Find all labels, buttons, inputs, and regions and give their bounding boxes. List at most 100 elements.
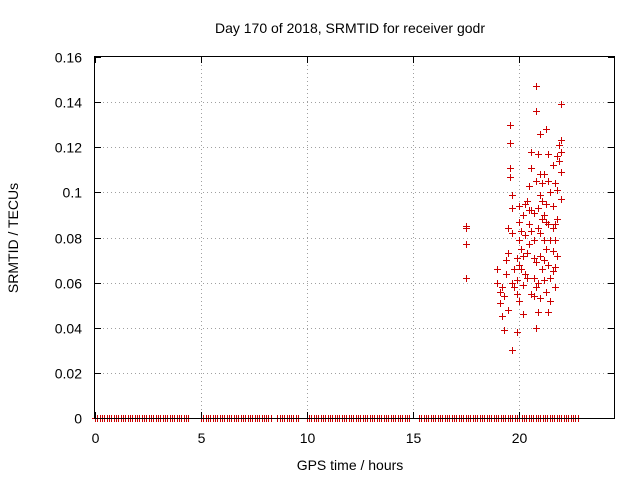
data-point [520, 282, 527, 289]
data-point [543, 289, 550, 296]
data-point [511, 284, 518, 291]
data-point [547, 275, 554, 282]
data-point [558, 149, 565, 156]
data-point [554, 187, 561, 194]
y-tick-label: 0.06 [55, 276, 82, 292]
data-point [539, 180, 546, 187]
y-tick-label: 0.08 [55, 231, 82, 247]
data-point [526, 241, 533, 248]
data-point [558, 196, 565, 203]
data-point [543, 201, 550, 208]
data-point [537, 295, 544, 302]
data-point [497, 300, 504, 307]
data-point [514, 329, 521, 336]
data-point [524, 275, 531, 282]
data-point [541, 212, 548, 219]
data-point [545, 151, 552, 158]
data-point [545, 221, 552, 228]
data-point [514, 277, 521, 284]
data-point [537, 253, 544, 260]
data-point [509, 205, 516, 212]
data-point [507, 174, 514, 181]
data-point [503, 257, 510, 264]
data-point [550, 248, 557, 255]
data-point [494, 280, 501, 287]
y-tick-label: 0.12 [55, 140, 82, 156]
data-point [539, 198, 546, 205]
data-point [520, 253, 527, 260]
tick-labels: 0 0.02 0.04 0.06 0.08 0.1 0.12 0.14 0.16 0 5 10 15 20 [55, 50, 528, 447]
data-point [463, 241, 470, 248]
data-point [533, 178, 540, 185]
data-points [92, 83, 582, 422]
data-point [501, 327, 508, 334]
y-tick-label: 0.14 [55, 95, 82, 111]
data-point [558, 137, 565, 144]
data-point [501, 293, 508, 300]
y-tick-label: 0.04 [55, 321, 82, 337]
data-point [552, 264, 559, 271]
data-point [509, 192, 516, 199]
data-point [520, 212, 527, 219]
data-point [541, 277, 548, 284]
data-point [554, 153, 561, 160]
data-point [524, 198, 531, 205]
data-point [503, 271, 510, 278]
data-point [552, 180, 559, 187]
data-point [535, 205, 542, 212]
data-point [516, 262, 523, 269]
data-point [511, 266, 518, 273]
chart-title: Day 170 of 2018, SRMTID for receiver god… [215, 20, 485, 36]
data-point [528, 149, 535, 156]
data-point [554, 216, 561, 223]
data-point [526, 183, 533, 190]
data-point [550, 162, 557, 169]
grid-lines [95, 57, 614, 418]
data-point [514, 255, 521, 262]
data-point [547, 189, 554, 196]
data-point [528, 207, 535, 214]
plot-frame [94, 56, 615, 419]
data-point [554, 253, 561, 260]
data-point [520, 311, 527, 318]
data-point [518, 246, 525, 253]
data-point [537, 192, 544, 199]
data-point [531, 210, 538, 217]
data-point [463, 275, 470, 282]
data-point [539, 266, 546, 273]
data-point [526, 221, 533, 228]
data-point [522, 271, 529, 278]
data-point [533, 325, 540, 332]
data-point [552, 221, 559, 228]
data-point [531, 237, 538, 244]
data-point [499, 313, 506, 320]
data-point [556, 142, 563, 149]
data-point [550, 203, 557, 210]
data-point [556, 158, 563, 165]
data-point [535, 309, 542, 316]
data-point [518, 266, 525, 273]
data-point [499, 284, 506, 291]
data-point [507, 122, 514, 129]
data-point [494, 266, 501, 273]
data-point [552, 284, 559, 291]
data-point [558, 101, 565, 108]
data-point [537, 131, 544, 138]
data-point [541, 237, 548, 244]
data-point [531, 275, 538, 282]
data-point [547, 298, 554, 305]
data-point [533, 83, 540, 90]
data-point [531, 293, 538, 300]
data-point [514, 291, 521, 298]
x-tick-label: 10 [300, 430, 316, 446]
data-point [531, 255, 538, 262]
y-tick-label: 0.16 [55, 50, 82, 66]
data-point [463, 225, 470, 232]
x-tick-label: 5 [198, 430, 206, 446]
y-tick-label: 0.02 [55, 366, 82, 382]
data-point [552, 237, 559, 244]
data-point [516, 203, 523, 210]
data-point [535, 225, 542, 232]
data-point [545, 178, 552, 185]
